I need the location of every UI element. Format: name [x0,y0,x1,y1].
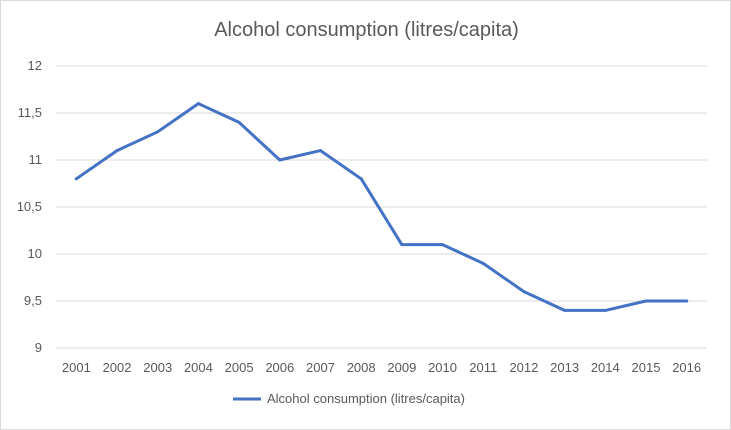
x-tick-label: 2002 [103,360,132,375]
data-point [156,130,160,134]
data-point [237,120,241,124]
chart-title: Alcohol consumption (litres/capita) [214,19,519,41]
x-tick-label: 2007 [306,360,335,375]
data-point [359,177,363,181]
data-point [400,243,404,247]
x-tick-label: 2011 [469,360,497,375]
legend: Alcohol consumption (litres/capita) [233,391,465,406]
y-tick-label: 10 [28,246,42,261]
y-tick-label: 9 [35,340,42,355]
data-point [115,149,119,153]
x-tick-label: 2008 [347,360,376,375]
series-lines [74,102,689,312]
data-point [563,308,567,312]
y-tick-labels: 9 9,5 10 10,5 11 11,5 12 [17,58,42,355]
data-point [278,158,282,162]
x-tick-label: 2012 [509,360,538,375]
data-point [644,299,648,303]
data-point [603,308,607,312]
data-point [522,290,526,294]
x-tick-label: 2009 [387,360,416,375]
data-point [481,261,485,265]
legend-label: Alcohol consumption (litres/capita) [267,391,465,406]
data-point [74,177,78,181]
y-tick-label: 11,5 [18,105,42,120]
y-tick-label: 9,5 [24,293,42,308]
x-tick-label: 2014 [591,360,620,375]
x-tick-label: 2010 [428,360,457,375]
x-tick-label: 2005 [225,360,254,375]
x-tick-label: 2016 [672,360,701,375]
series-line [74,102,689,312]
x-tick-label: 2015 [632,360,661,375]
x-tick-label: 2006 [265,360,294,375]
data-point [318,149,322,153]
x-tick-label: 2003 [143,360,172,375]
y-tick-label: 11 [29,152,43,167]
data-point [685,299,689,303]
y-tick-label: 12 [28,58,42,73]
x-tick-label: 2004 [184,360,213,375]
x-tick-label: 2001 [62,360,91,375]
data-point [196,102,200,106]
gridlines [56,65,707,349]
x-tick-label: 2013 [550,360,579,375]
y-tick-label: 10,5 [17,199,42,214]
data-point [441,243,445,247]
x-tick-labels: 2001 2002 2003 2004 2005 2006 2007 2008 2009 2010… [62,360,701,375]
